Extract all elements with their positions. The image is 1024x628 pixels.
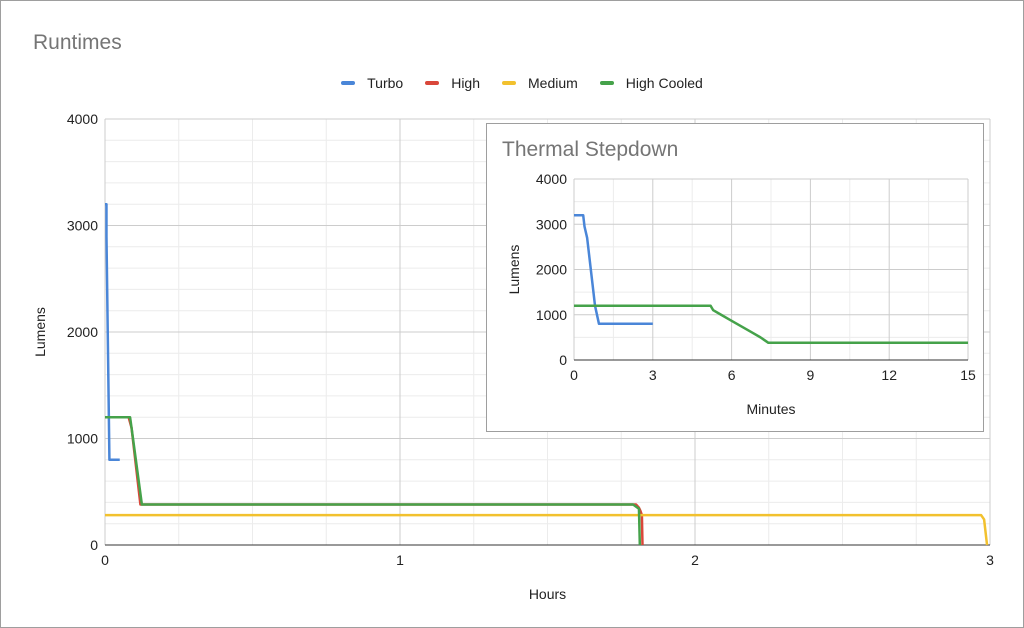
legend-label-high: High bbox=[451, 75, 480, 91]
main-y-tick-label: 4000 bbox=[67, 111, 98, 127]
legend-item-high[interactable]: High bbox=[425, 75, 480, 91]
inset-x-axis-label: Minutes bbox=[746, 401, 795, 417]
chart-title: Runtimes bbox=[33, 31, 122, 54]
legend-label-medium: Medium bbox=[528, 75, 578, 91]
inset-y-tick-label: 3000 bbox=[536, 216, 567, 232]
inset-series-line-turbo bbox=[574, 213, 653, 326]
inset-x-tick-label: 9 bbox=[807, 367, 815, 383]
inset-x-tick-label: 12 bbox=[881, 367, 897, 383]
main-x-tick-label: 1 bbox=[396, 552, 404, 568]
main-y-tick-label: 1000 bbox=[67, 431, 98, 447]
inset-x-tick-label: 0 bbox=[570, 367, 578, 383]
main-x-tick-label: 3 bbox=[986, 552, 994, 568]
inset-x-tick-label: 15 bbox=[960, 367, 976, 383]
inset-chart-panel: Thermal Stepdown 0 3 6 9 12 15 0 1000 2000 3000 40… bbox=[486, 123, 984, 432]
inset-y-tick-label: 1000 bbox=[536, 307, 567, 323]
main-series-line-medium bbox=[105, 513, 989, 546]
legend-label-high-cooled: High Cooled bbox=[625, 75, 703, 91]
main-y-tick-label: 0 bbox=[90, 537, 98, 553]
legend-swatch-high bbox=[425, 81, 440, 85]
inset-x-tick-label: 6 bbox=[728, 367, 736, 383]
legend-label-turbo: Turbo bbox=[367, 75, 404, 91]
legend-item-high-cooled[interactable]: High Cooled bbox=[599, 75, 703, 91]
main-x-tick-label: 0 bbox=[101, 552, 109, 568]
legend: Turbo High Medium High Cooled bbox=[0, 75, 1024, 91]
inset-y-axis-label: Lumens bbox=[506, 245, 522, 295]
main-y-tick-label: 3000 bbox=[67, 218, 98, 234]
inset-y-tick-label: 0 bbox=[559, 352, 567, 368]
legend-item-turbo[interactable]: Turbo bbox=[341, 75, 403, 91]
legend-item-medium[interactable]: Medium bbox=[502, 75, 578, 91]
inset-chart: 0 3 6 9 12 15 0 1000 2000 3000 4000 Minutes Lumens bbox=[506, 171, 976, 417]
inset-x-tick-label: 3 bbox=[649, 367, 657, 383]
main-x-axis-label: Hours bbox=[529, 586, 566, 602]
main-series-line-high-cooled bbox=[105, 415, 642, 546]
inset-series-line-high-cooled bbox=[574, 304, 968, 345]
legend-swatch-high-cooled bbox=[599, 81, 614, 85]
inset-chart-title: Thermal Stepdown bbox=[502, 138, 679, 161]
inset-y-tick-label: 4000 bbox=[536, 171, 567, 187]
main-y-axis-label: Lumens bbox=[32, 307, 48, 357]
main-series-line-turbo bbox=[105, 202, 120, 462]
inset-y-tick-label: 2000 bbox=[536, 262, 567, 278]
main-x-tick-label: 2 bbox=[691, 552, 699, 568]
legend-swatch-medium bbox=[502, 81, 516, 85]
legend-swatch-turbo bbox=[341, 81, 356, 85]
main-y-tick-label: 2000 bbox=[67, 324, 98, 340]
